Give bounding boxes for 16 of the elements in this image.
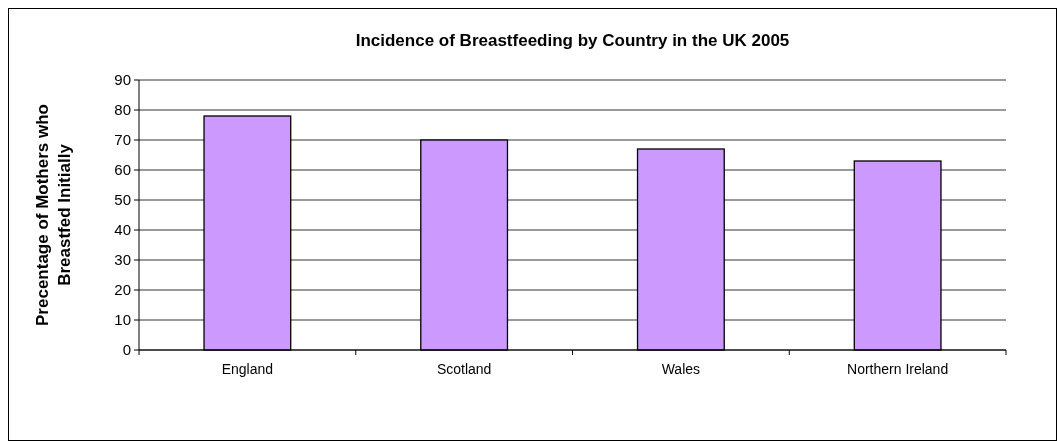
y-axis-title: Precentage of Mothers who Breastfed Initially [33,104,74,326]
x-tick-label: Northern Ireland [847,361,949,377]
y-tick-label: 70 [114,131,131,149]
y-tick-label: 30 [114,251,131,269]
chart-title: Incidence of Breastfeeding by Country in the UK 2005 [355,31,790,50]
x-tick-label: England [221,361,274,377]
x-tick-label: Scotland [436,361,492,377]
x-tick-label: Wales [661,361,701,377]
y-tick-label: 60 [114,161,131,179]
y-tick-label: 10 [114,311,131,329]
y-tick-label: 80 [114,101,131,119]
y-tick-label: 20 [114,281,131,299]
y-tick-label: 50 [114,191,131,209]
y-tick-label: 0 [122,341,131,359]
y-tick-label: 40 [114,221,131,239]
y-tick-label: 90 [114,71,131,89]
